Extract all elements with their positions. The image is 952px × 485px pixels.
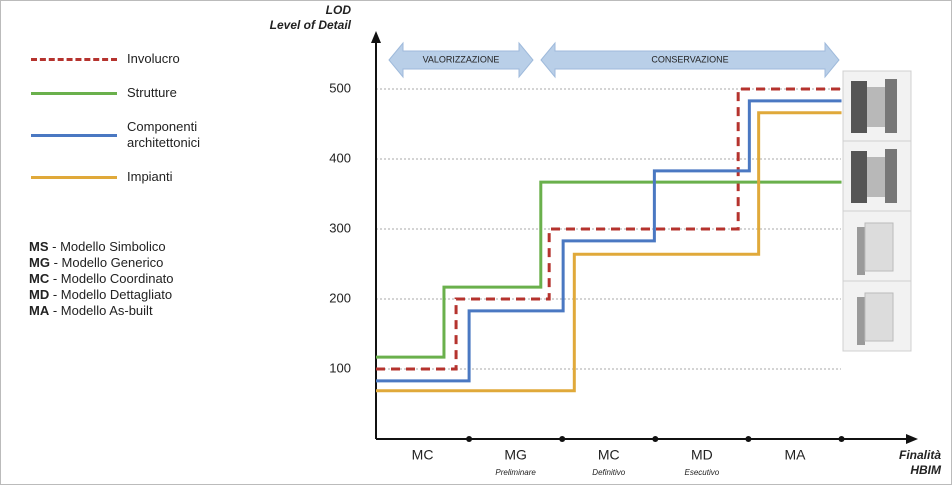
x-tick-label: MG xyxy=(504,447,527,463)
legend-swatch xyxy=(31,58,117,61)
phase-label: CONSERVAZIONE xyxy=(651,54,728,64)
legend: Involucro Strutture Componenti architetton… xyxy=(31,51,251,203)
abbreviation-code: MD xyxy=(29,287,49,302)
component-block xyxy=(885,79,897,133)
abbreviation: MC - Modello Coordinato xyxy=(29,271,174,287)
abbreviation-code: MG xyxy=(29,255,50,270)
legend-label: Componenti architettonici xyxy=(127,119,227,151)
legend-item: Impianti xyxy=(31,169,251,185)
abbreviation-code: MA xyxy=(29,303,49,318)
component-block xyxy=(851,151,867,203)
x-tick-note: Definitivo xyxy=(592,468,625,477)
legend-item: Strutture xyxy=(31,85,251,101)
y-tick-label: 400 xyxy=(329,150,351,165)
component-block xyxy=(885,149,897,203)
x-axis-arrow xyxy=(906,434,918,444)
legend-swatch xyxy=(31,176,117,179)
component-wall xyxy=(865,293,893,341)
legend-swatch xyxy=(31,134,117,137)
x-axis-title: Finalità xyxy=(899,448,941,462)
x-tick-label: MD xyxy=(691,447,713,463)
abbreviation-code: MS xyxy=(29,239,49,254)
component-block xyxy=(867,157,885,197)
x-tick-label: MC xyxy=(412,447,434,463)
y-axis-arrow xyxy=(371,31,381,43)
component-wall xyxy=(857,297,865,345)
abbreviation-text: - Modello As-built xyxy=(53,303,153,318)
x-tick-note: Esecutivo xyxy=(685,468,720,477)
phase-label: VALORIZZAZIONE xyxy=(423,54,500,64)
x-tick-label: MA xyxy=(784,447,806,463)
legend-label: Strutture xyxy=(127,85,227,101)
y-tick-label: 200 xyxy=(329,290,351,305)
abbreviation-text: - Modello Dettagliato xyxy=(53,287,172,302)
abbreviation-text: - Modello Generico xyxy=(54,255,164,270)
abbreviation-code: MC xyxy=(29,271,49,286)
x-tick-note: Preliminare xyxy=(495,468,536,477)
component-block xyxy=(851,81,867,133)
y-tick-label: 300 xyxy=(329,220,351,235)
abbreviation: MG - Modello Generico xyxy=(29,255,174,271)
x-tick-dot xyxy=(466,436,472,442)
legend-label: Involucro xyxy=(127,51,227,67)
component-block xyxy=(867,87,885,127)
x-tick-label: MC xyxy=(598,447,620,463)
y-tick-label: 500 xyxy=(329,80,351,95)
x-tick-dot xyxy=(652,436,658,442)
legend-item: Involucro xyxy=(31,51,251,67)
page: VALORIZZAZIONE CONSERVAZIONE 100 200 300 400 5… xyxy=(0,0,952,485)
abbreviation: MS - Modello Simbolico xyxy=(29,239,174,255)
series-line xyxy=(376,113,842,391)
y-axis-title: Level of Detail xyxy=(270,18,352,32)
component-wall xyxy=(857,227,865,275)
y-axis-title: LOD xyxy=(326,3,352,17)
abbreviation: MD - Modello Dettagliato xyxy=(29,287,174,303)
x-tick-dot xyxy=(745,436,751,442)
legend-label: Impianti xyxy=(127,169,227,185)
x-axis-title: HBIM xyxy=(910,463,942,477)
x-tick-dot xyxy=(559,436,565,442)
y-tick-label: 100 xyxy=(329,360,351,375)
legend-swatch xyxy=(31,92,117,95)
component-wall xyxy=(865,223,893,271)
abbreviation: MA - Modello As-built xyxy=(29,303,174,319)
legend-item: Componenti architettonici xyxy=(31,119,251,151)
abbreviation-text: - Modello Simbolico xyxy=(52,239,165,254)
series-line xyxy=(376,182,842,357)
abbreviation-text: - Modello Coordinato xyxy=(53,271,174,286)
x-tick-dot xyxy=(839,436,845,442)
series-line xyxy=(376,101,842,381)
